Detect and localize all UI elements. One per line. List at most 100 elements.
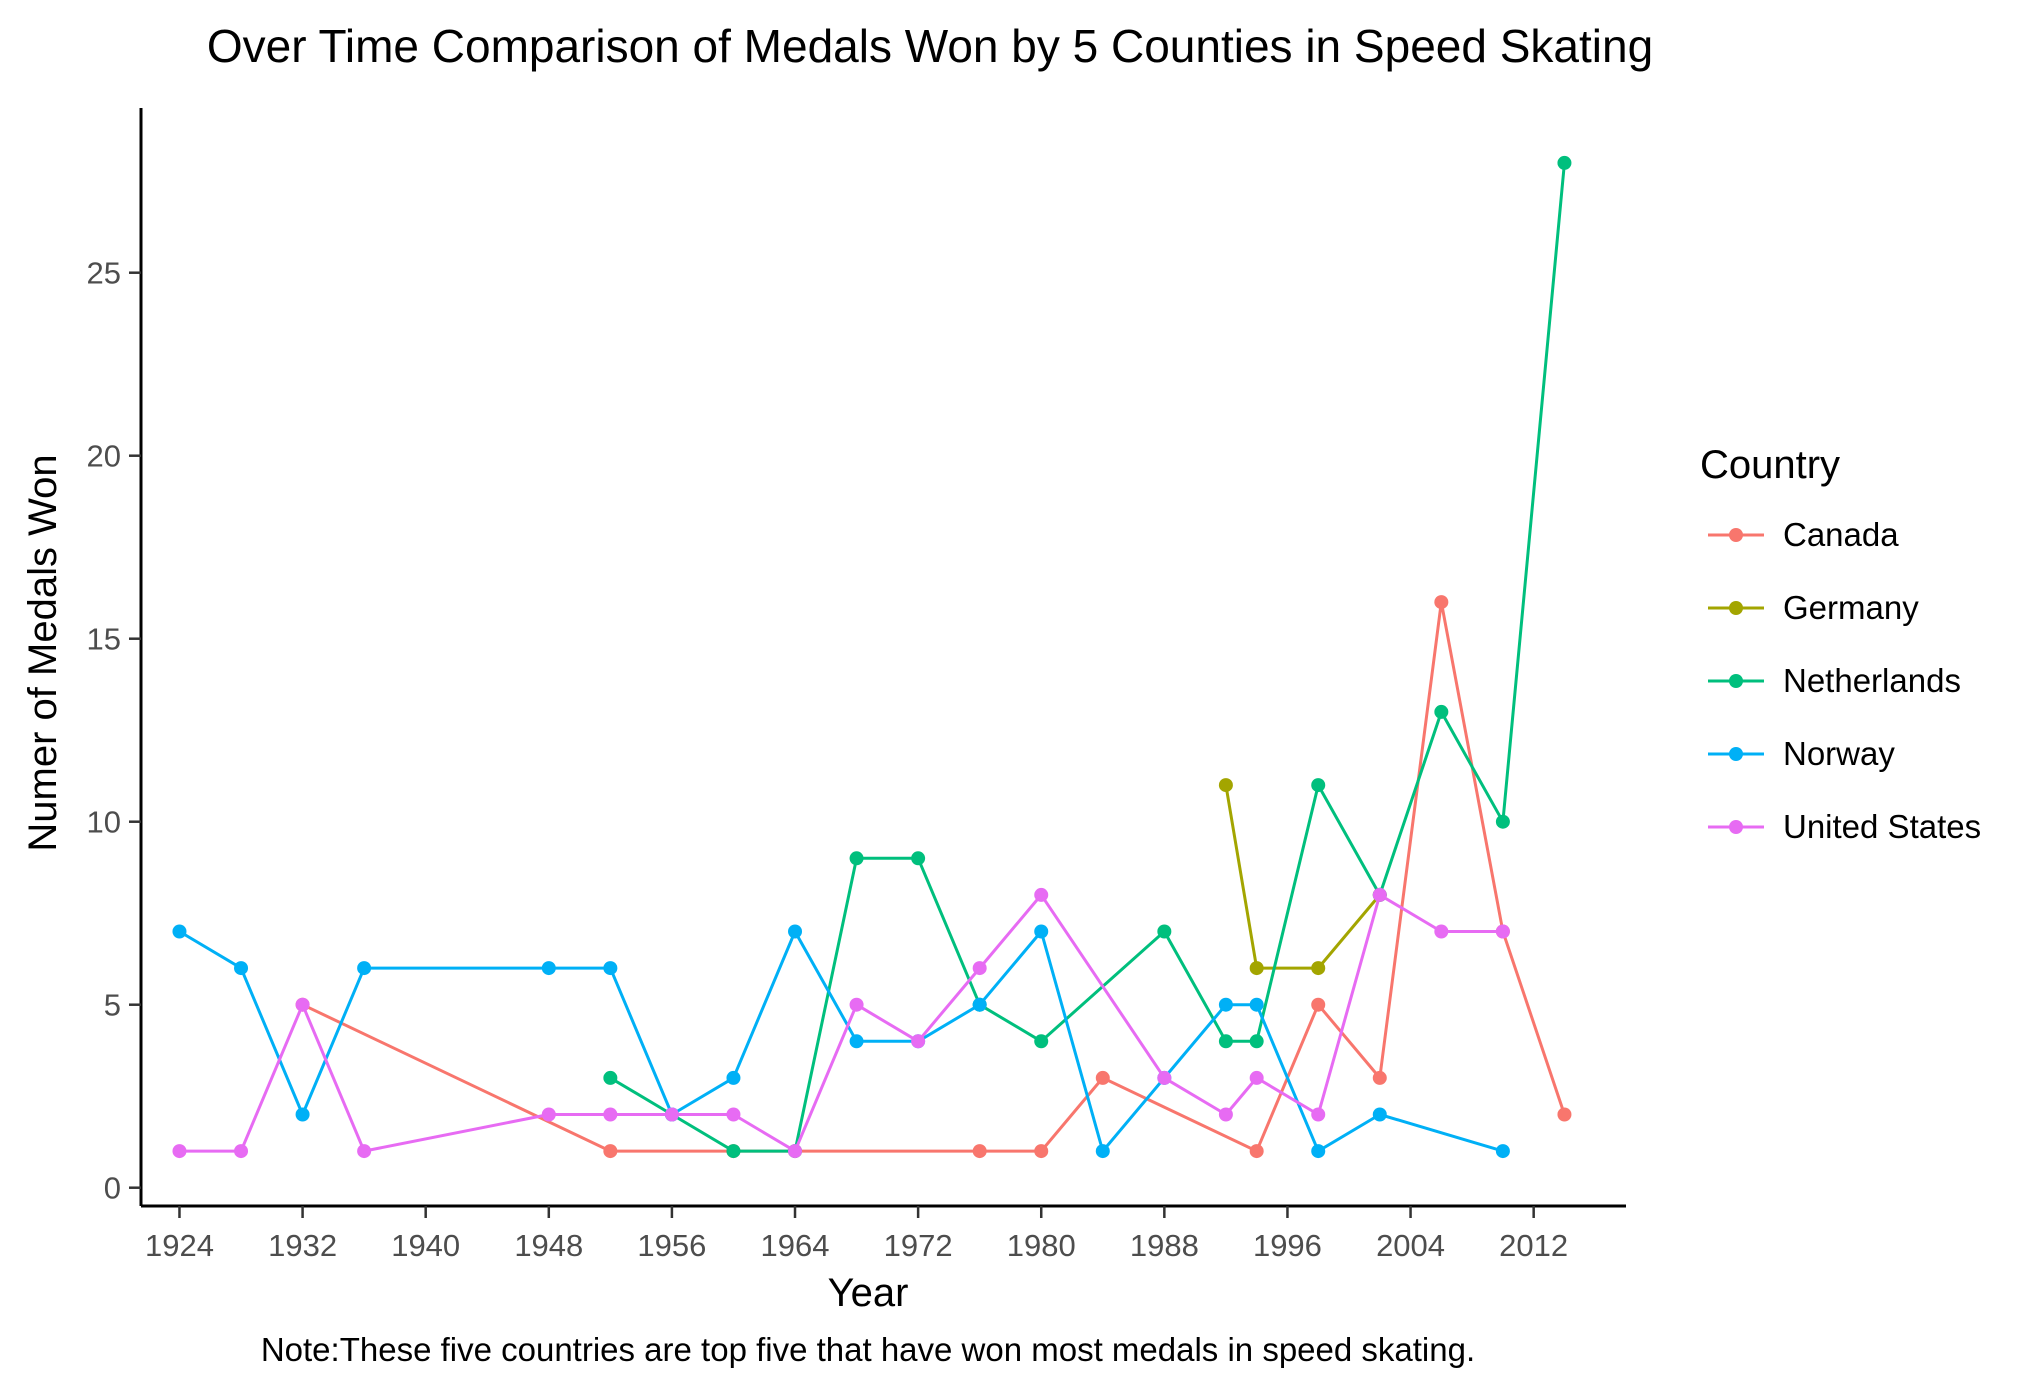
legend-label-norway: Norway <box>1783 735 1895 772</box>
data-point-united-states <box>295 997 310 1012</box>
data-point-norway <box>1095 1144 1110 1159</box>
data-point-norway <box>234 961 249 976</box>
data-point-netherlands <box>1157 924 1172 939</box>
data-point-norway <box>172 924 187 939</box>
legend-marker-united-states <box>1729 820 1743 834</box>
x-axis-title: Year <box>828 1271 909 1315</box>
data-point-norway <box>1249 997 1264 1012</box>
data-point-canada <box>603 1144 618 1159</box>
data-point-canada <box>1095 1070 1110 1085</box>
y-axis-title: Numer of Medals Won <box>21 454 65 851</box>
legend-marker-canada <box>1729 528 1743 542</box>
legend-item-germany: Germany <box>1708 589 1919 626</box>
x-tick-label: 1972 <box>884 1228 953 1263</box>
x-tick-label: 1940 <box>391 1228 460 1263</box>
data-point-united-states <box>726 1107 741 1122</box>
x-tick-label: 2012 <box>1499 1228 1568 1263</box>
data-point-canada <box>1557 1107 1572 1122</box>
data-point-norway <box>1034 924 1049 939</box>
data-point-norway <box>541 961 556 976</box>
data-point-norway <box>1218 997 1233 1012</box>
y-tick-label: 10 <box>87 805 121 840</box>
legend-label-united-states: United States <box>1783 808 1981 845</box>
data-point-netherlands <box>1249 1034 1264 1049</box>
data-point-united-states <box>1034 887 1049 902</box>
data-point-united-states <box>234 1144 249 1159</box>
legend-title: Country <box>1700 443 1840 487</box>
x-tick-label: 1964 <box>761 1228 830 1263</box>
data-point-canada <box>1372 1070 1387 1085</box>
legend-item-norway: Norway <box>1708 735 1895 772</box>
legend-label-canada: Canada <box>1783 516 1899 553</box>
legend: Country Canada Germany Netherlands Norway Un… <box>1700 443 1981 845</box>
data-point-norway <box>972 997 987 1012</box>
series-netherlands <box>603 155 1572 1159</box>
data-point-norway <box>1495 1144 1510 1159</box>
data-point-norway <box>357 961 372 976</box>
data-point-united-states <box>911 1034 926 1049</box>
x-tick-label: 1924 <box>145 1228 214 1263</box>
data-point-united-states <box>664 1107 679 1122</box>
legend-item-united-states: United States <box>1708 808 1981 845</box>
x-tick-label: 2004 <box>1376 1228 1445 1263</box>
data-point-netherlands <box>1218 1034 1233 1049</box>
data-point-united-states <box>1157 1070 1172 1085</box>
data-point-canada <box>1034 1144 1049 1159</box>
x-tick-label: 1932 <box>268 1228 337 1263</box>
legend-marker-germany <box>1729 601 1743 615</box>
data-point-netherlands <box>1311 778 1326 793</box>
data-point-netherlands <box>911 851 926 866</box>
x-tick-label: 1956 <box>637 1228 706 1263</box>
data-point-united-states <box>1372 887 1387 902</box>
series-line-germany <box>1224 784 1381 970</box>
series-line-united-states <box>179 893 1503 1153</box>
data-point-netherlands <box>1034 1034 1049 1049</box>
data-point-united-states <box>1495 924 1510 939</box>
series-line-netherlands <box>609 162 1566 1153</box>
x-tick-label: 1980 <box>1007 1228 1076 1263</box>
series-united-states <box>172 887 1510 1159</box>
series-line-canada <box>301 600 1566 1153</box>
x-tick-label: 1948 <box>514 1228 583 1263</box>
legend-label-germany: Germany <box>1783 589 1919 626</box>
data-point-united-states <box>788 1144 803 1159</box>
y-tick-label: 20 <box>87 439 121 474</box>
data-point-norway <box>849 1034 864 1049</box>
legend-label-netherlands: Netherlands <box>1783 662 1961 699</box>
data-point-netherlands <box>849 851 864 866</box>
data-point-united-states <box>1434 924 1449 939</box>
data-point-united-states <box>1218 1107 1233 1122</box>
data-point-netherlands <box>1434 704 1449 719</box>
data-point-canada <box>1311 997 1326 1012</box>
series-canada <box>295 595 1572 1159</box>
data-point-canada <box>1434 595 1449 610</box>
data-point-norway <box>726 1070 741 1085</box>
data-point-germany <box>1249 961 1264 976</box>
data-point-canada <box>972 1144 987 1159</box>
data-point-netherlands <box>603 1070 618 1085</box>
legend-item-canada: Canada <box>1708 516 1899 553</box>
data-point-united-states <box>172 1144 187 1159</box>
chart-title: Over Time Comparison of Medals Won by 5 … <box>207 20 1653 72</box>
data-point-norway <box>1311 1144 1326 1159</box>
data-point-norway <box>603 961 618 976</box>
data-point-united-states <box>849 997 864 1012</box>
data-point-netherlands <box>726 1144 741 1159</box>
data-point-netherlands <box>1495 814 1510 829</box>
series-lines <box>172 155 1572 1159</box>
data-point-norway <box>788 924 803 939</box>
y-tick-label: 5 <box>104 988 121 1023</box>
chart-caption: Note:These five countries are top five t… <box>261 1331 1475 1368</box>
series-germany <box>1218 778 1387 976</box>
y-tick-label: 15 <box>87 622 121 657</box>
y-tick-label: 0 <box>104 1171 121 1206</box>
data-point-united-states <box>1249 1070 1264 1085</box>
data-point-united-states <box>972 961 987 976</box>
y-tick-label: 25 <box>87 256 121 291</box>
data-point-germany <box>1218 778 1233 793</box>
legend-marker-norway <box>1729 747 1743 761</box>
data-point-norway <box>1372 1107 1387 1122</box>
data-point-united-states <box>603 1107 618 1122</box>
